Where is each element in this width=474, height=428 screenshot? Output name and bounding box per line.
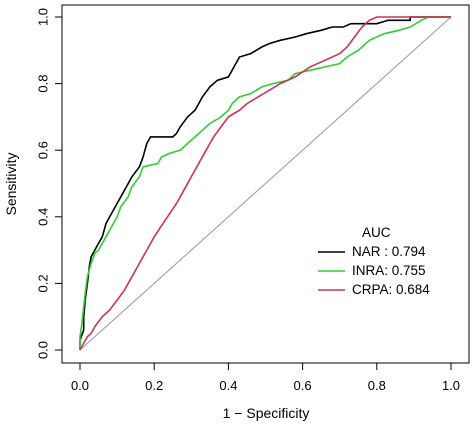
legend-label-crpa: CRPA: 0.684 bbox=[352, 282, 430, 297]
y-tick-label: 0.6 bbox=[35, 141, 50, 159]
series-line-nar bbox=[79, 16, 451, 350]
y-axis: 0.0 0.2 0.4 0.6 0.8 1.0 bbox=[35, 8, 63, 359]
reference-diagonal-line bbox=[79, 16, 452, 351]
legend-label-nar: NAR : 0.794 bbox=[352, 244, 426, 259]
series-line-crpa bbox=[79, 16, 451, 351]
legend-label-inra: INRA: 0.755 bbox=[352, 263, 426, 278]
x-tick-label: 0.2 bbox=[145, 378, 163, 393]
series-layer bbox=[79, 16, 451, 351]
x-tick-label: 0.8 bbox=[368, 378, 386, 393]
x-axis: 0.0 0.2 0.4 0.6 0.8 1.0 bbox=[71, 362, 460, 393]
x-tick-label: 0.4 bbox=[219, 378, 237, 393]
legend-title: AUC bbox=[362, 225, 391, 240]
y-tick-label: 1.0 bbox=[35, 8, 50, 26]
y-tick-label: 0.2 bbox=[35, 274, 50, 292]
x-axis-label: 1 − Specificity bbox=[223, 405, 310, 421]
x-tick-label: 1.0 bbox=[442, 378, 460, 393]
x-tick-label: 0.0 bbox=[71, 378, 89, 393]
y-axis-label: Sensitivity bbox=[3, 152, 19, 215]
series-line-inra bbox=[79, 16, 451, 350]
x-tick-label: 0.6 bbox=[294, 378, 312, 393]
y-tick-label: 0.0 bbox=[35, 341, 50, 359]
y-tick-label: 0.4 bbox=[35, 208, 50, 226]
legend: AUC NAR : 0.794 INRA: 0.755 CRPA: 0.684 bbox=[318, 225, 430, 297]
legend-entries: NAR : 0.794 INRA: 0.755 CRPA: 0.684 bbox=[318, 244, 430, 297]
y-tick-label: 0.8 bbox=[35, 75, 50, 93]
